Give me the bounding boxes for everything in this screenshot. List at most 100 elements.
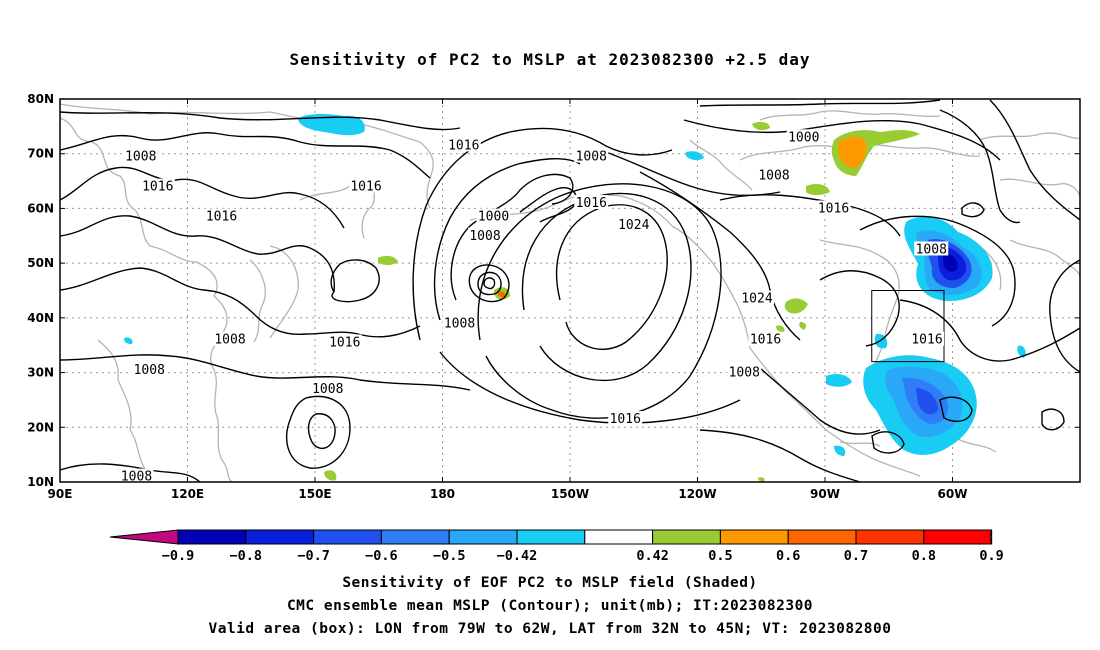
contour-label-bg [748, 331, 783, 346]
colorbar-label: −0.5 [433, 548, 466, 564]
contour-label-bg [310, 380, 345, 395]
longitude-label: 90E [48, 487, 73, 501]
colorbar-label: 0.8 [912, 548, 936, 564]
latitude-label: 50N [27, 256, 54, 270]
contour-label-bg [446, 137, 481, 152]
contour-label: 1008 [469, 229, 500, 244]
caption-contour: CMC ensemble mean MSLP (Contour); unit(m… [286, 598, 814, 614]
latitude-label: 60N [27, 201, 54, 215]
contour-label-bg [140, 178, 175, 193]
latitude-labels: 80N 70N 60N 50N 40N 30N 20N 10N [27, 92, 54, 489]
latitude-label: 30N [27, 366, 54, 380]
colorbar-bin [245, 529, 315, 545]
contour-label: 1024 [618, 218, 649, 233]
contour-label: 1008 [214, 333, 245, 348]
colorbar-bin [516, 529, 586, 545]
latitude-label: 70N [27, 147, 54, 161]
contour-label-bg [327, 334, 362, 349]
contour-label: 1008 [134, 363, 165, 378]
contour-label: 1016 [206, 210, 237, 225]
contour-label-bg [786, 129, 821, 144]
contour-label: 1016 [142, 180, 173, 195]
contour-label: 1008 [758, 169, 789, 184]
colorbar-bin [652, 529, 721, 545]
colorbar-label: 0.5 [708, 548, 732, 564]
colorbar-bin [923, 529, 993, 545]
colorbar-label: −0.6 [365, 548, 398, 564]
contour-label: 1016 [448, 139, 479, 154]
contour-label-bg [757, 167, 791, 182]
contour-label: 1016 [329, 335, 360, 350]
colorbar-label: −0.7 [297, 548, 330, 564]
contour-label: 1008 [444, 316, 475, 331]
contour-label-bg [616, 216, 651, 231]
colorbar-bin [313, 529, 382, 545]
colorbar-bin [855, 529, 925, 545]
contour-label-bg [727, 364, 762, 379]
colorbar: −0.9 −0.8 −0.7 −0.6 −0.5 −0.42 0.42 0.5 0.6 0.7 0.… [109, 529, 1004, 564]
longitude-label: 150W [551, 487, 589, 501]
colorbar-bin [787, 529, 857, 545]
colorbar-label: −0.42 [497, 548, 538, 564]
contour-label-bg [468, 227, 502, 242]
contour-label: 1008 [125, 149, 156, 164]
caption-shading: Sensitivity of EOF PC2 to MSLP field (Sh… [342, 575, 758, 591]
contour-label: 1000 [788, 130, 819, 145]
contour-label-bg [123, 148, 158, 163]
contour-label-bg [816, 200, 851, 215]
colorbar-bin [448, 529, 518, 545]
contour-label-bg [914, 241, 949, 256]
contour-label: 1000 [478, 210, 509, 225]
latitude-label: 40N [27, 311, 54, 325]
longitude-label: 90W [810, 487, 840, 501]
mslp-contours [60, 99, 1080, 482]
contour-label-bg [442, 315, 477, 330]
contour-label-bg [910, 331, 944, 346]
contour-label-bg [476, 208, 511, 223]
axis-ticks [59, 98, 1080, 483]
contour-label: 1008 [729, 366, 760, 381]
contour-label: 1024 [741, 292, 772, 307]
latitude-label: 10N [27, 475, 54, 489]
colorbar-label: 0.42 [636, 548, 669, 564]
contour-label: 1008 [916, 242, 947, 257]
contour-label-bg [574, 148, 609, 163]
colorbar-label: −0.8 [230, 548, 263, 564]
latitude-label: 20N [27, 420, 54, 434]
longitude-label: 180 [430, 487, 455, 501]
contour-label-bg [132, 361, 167, 376]
colorbar-label: 0.6 [776, 548, 800, 564]
contour-label: 1016 [750, 333, 781, 348]
colorbar-bin [584, 529, 654, 545]
colorbar-min-arrow [109, 529, 179, 545]
contour-label: 1008 [312, 382, 343, 397]
contour-label: 1016 [350, 180, 381, 195]
contour-labels: 1016 1008 1016 1016 1016 1000 1008 1008 1016 1024… [119, 129, 949, 485]
contour-label: 1008 [121, 470, 152, 485]
sensitivity-shading [124, 114, 1026, 482]
longitude-label: 120E [171, 487, 204, 501]
contour-label: 1016 [818, 201, 849, 216]
colorbar-label: 0.7 [844, 548, 868, 564]
colorbar-max-arrow [989, 529, 993, 545]
contour-label: 1016 [576, 196, 607, 211]
latitude-label: 80N [27, 92, 54, 106]
colorbar-label: −0.9 [162, 548, 195, 564]
colorbar-bin [177, 529, 247, 545]
contour-label-bg [349, 178, 383, 193]
contour-label-bg [213, 331, 247, 346]
contour-label-bg [204, 208, 239, 223]
contour-label-bg [740, 290, 774, 305]
longitude-label: 120W [678, 487, 716, 501]
longitude-label: 60W [938, 487, 968, 501]
contour-label: 1016 [610, 412, 641, 427]
valid-area-box [871, 290, 945, 363]
contour-label: 1008 [576, 149, 607, 164]
colorbar-bin [380, 529, 450, 545]
colorbar-bin [719, 529, 789, 545]
contour-label-bg [574, 194, 609, 209]
longitude-labels: 90E 120E 150E 180 150W 120W 90W 60W [48, 487, 968, 501]
contour-label: 1016 [911, 333, 942, 348]
map-title: Sensitivity of PC2 to MSLP at 2023082300… [289, 50, 811, 69]
